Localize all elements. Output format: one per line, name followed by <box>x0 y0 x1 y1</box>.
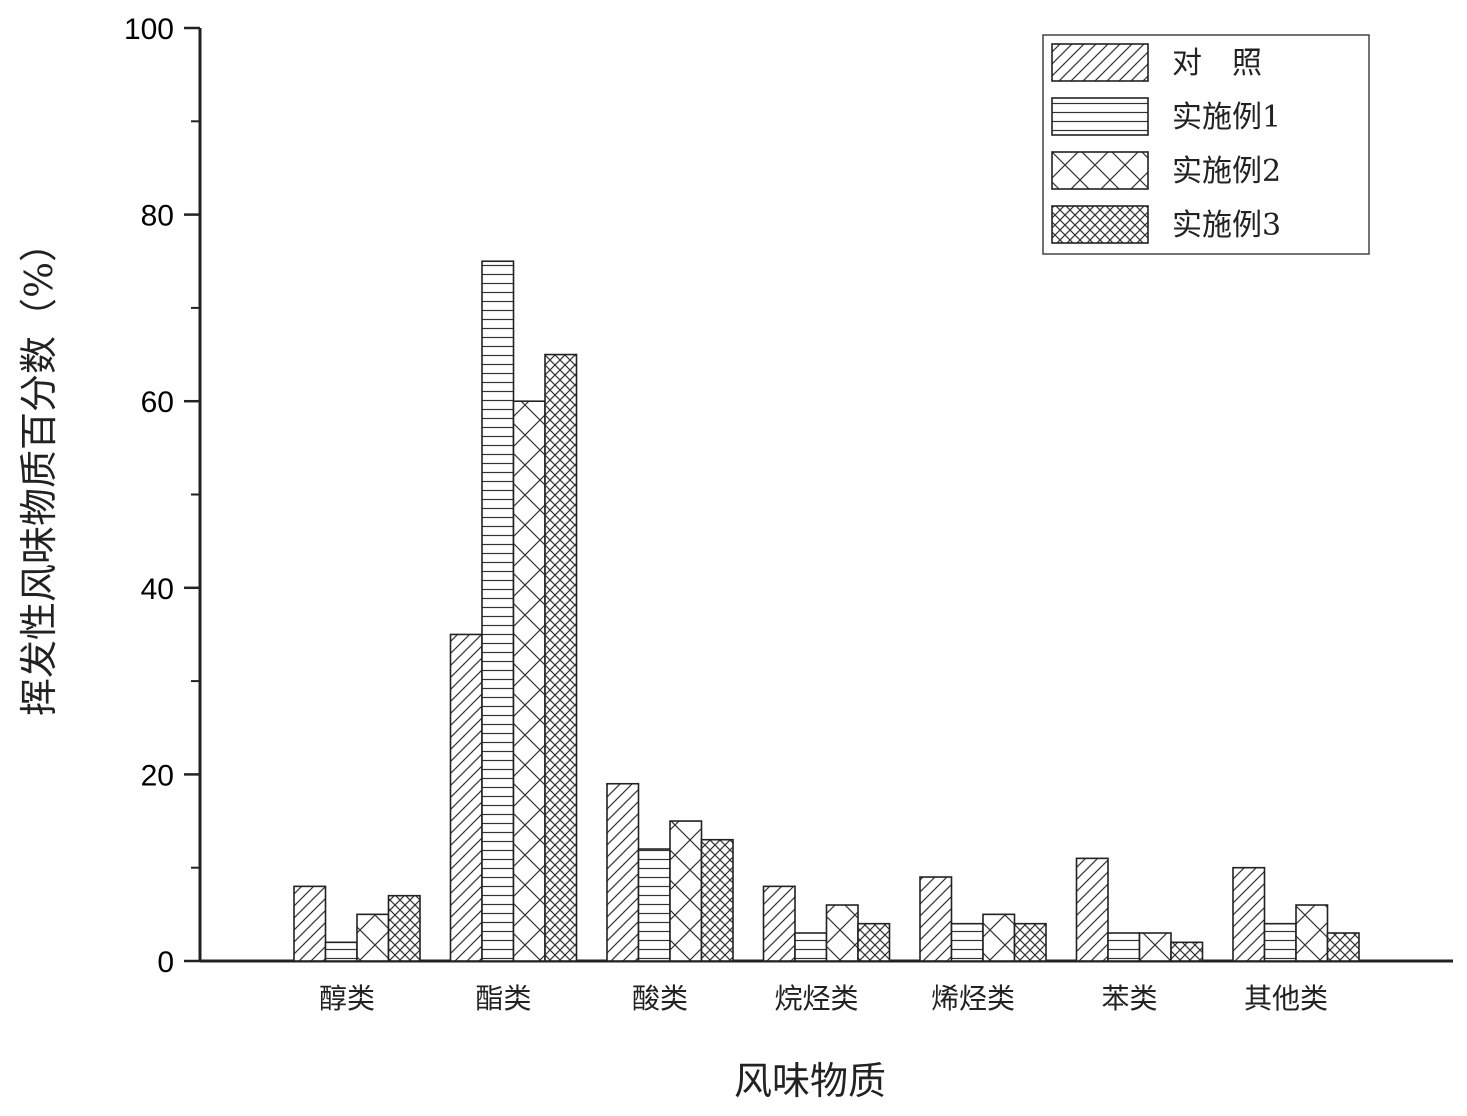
bar <box>669 820 703 962</box>
bars <box>293 260 1360 962</box>
bar <box>324 941 358 962</box>
bar <box>637 848 671 962</box>
legend-label: 实施例1 <box>1172 100 1281 135</box>
x-category-label: 烯烃类 <box>931 982 1015 1015</box>
bar <box>825 904 859 962</box>
legend-swatch <box>1051 43 1149 82</box>
y-tick-label: 80 <box>141 200 174 233</box>
bar <box>1232 866 1266 962</box>
bar <box>293 885 327 962</box>
bar <box>1075 857 1109 962</box>
legend-label: 实施例3 <box>1172 208 1281 243</box>
bar <box>1138 932 1172 962</box>
y-ticks: 0 20 40 60 80 100 <box>124 13 200 979</box>
bar <box>356 913 390 962</box>
bar <box>1170 941 1204 962</box>
legend-label: 实施例2 <box>1172 154 1281 189</box>
bar <box>919 876 953 962</box>
bar <box>1295 904 1329 962</box>
bar <box>1013 922 1047 962</box>
legend-swatch <box>1051 151 1149 190</box>
bar <box>762 885 796 962</box>
legend-label: 对 照 <box>1172 46 1262 81</box>
x-category-label: 其他类 <box>1244 982 1328 1015</box>
bar <box>794 932 828 962</box>
x-category-label: 酸类 <box>632 982 688 1015</box>
x-category-label: 醇类 <box>319 982 375 1015</box>
x-category-label: 酯类 <box>475 982 531 1015</box>
x-category-label: 烷烃类 <box>774 982 858 1015</box>
y-tick-label: 0 <box>157 946 174 979</box>
bar <box>606 782 640 962</box>
y-axis-title: 挥发性风味物质百分数（%） <box>17 224 61 716</box>
bar <box>950 922 984 962</box>
x-category-label: 苯类 <box>1101 982 1157 1015</box>
legend-swatch <box>1051 97 1149 136</box>
bar <box>544 353 578 962</box>
category-labels: 醇类 酯类 酸类 烷烃类 烯烃类 苯类 其他类 <box>319 982 1328 1015</box>
y-tick-label: 100 <box>124 13 174 46</box>
bar <box>449 633 483 962</box>
x-axis-title: 风味物质 <box>734 1059 886 1103</box>
bar <box>982 913 1016 962</box>
bar <box>481 260 515 962</box>
bar <box>857 922 891 962</box>
bar <box>387 894 421 962</box>
bar <box>700 838 734 962</box>
bar <box>512 400 546 962</box>
legend-swatch <box>1051 205 1149 244</box>
bar <box>1263 922 1297 962</box>
bar <box>1107 932 1141 962</box>
bar <box>1326 932 1360 962</box>
y-tick-label: 20 <box>141 759 174 792</box>
y-tick-label: 60 <box>141 386 174 419</box>
y-tick-label: 40 <box>141 573 174 606</box>
